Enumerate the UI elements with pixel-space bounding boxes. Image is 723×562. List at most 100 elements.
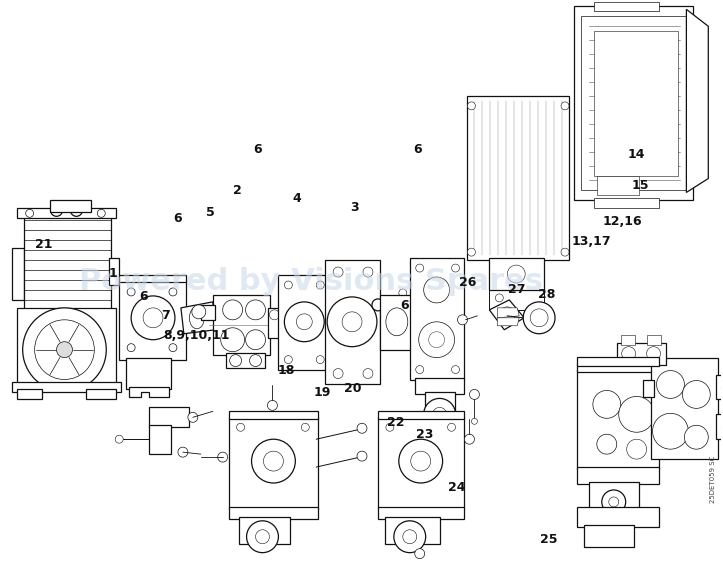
Text: 18: 18 bbox=[278, 364, 295, 377]
Circle shape bbox=[596, 434, 617, 454]
Circle shape bbox=[523, 302, 555, 334]
Circle shape bbox=[419, 322, 455, 357]
Circle shape bbox=[394, 521, 426, 552]
Circle shape bbox=[169, 288, 177, 296]
Circle shape bbox=[188, 413, 198, 422]
Polygon shape bbox=[181, 302, 215, 334]
Polygon shape bbox=[415, 378, 464, 395]
Polygon shape bbox=[577, 364, 659, 371]
Polygon shape bbox=[228, 411, 318, 419]
Polygon shape bbox=[643, 379, 654, 397]
Polygon shape bbox=[201, 305, 215, 320]
Circle shape bbox=[458, 315, 468, 325]
Polygon shape bbox=[468, 96, 569, 260]
Circle shape bbox=[26, 210, 34, 217]
Circle shape bbox=[247, 521, 278, 552]
Circle shape bbox=[316, 281, 324, 289]
Circle shape bbox=[316, 356, 324, 364]
Polygon shape bbox=[577, 467, 659, 484]
Polygon shape bbox=[651, 357, 718, 459]
Text: 6: 6 bbox=[140, 289, 147, 302]
Text: 14: 14 bbox=[628, 148, 645, 161]
Text: 5: 5 bbox=[206, 206, 215, 219]
Circle shape bbox=[284, 281, 292, 289]
Text: 25: 25 bbox=[540, 533, 557, 546]
Polygon shape bbox=[119, 280, 186, 360]
Circle shape bbox=[452, 264, 460, 272]
Polygon shape bbox=[17, 308, 116, 384]
Circle shape bbox=[530, 309, 548, 327]
Polygon shape bbox=[24, 215, 111, 310]
Polygon shape bbox=[325, 260, 380, 384]
Polygon shape bbox=[497, 318, 519, 326]
Circle shape bbox=[56, 342, 72, 357]
Polygon shape bbox=[489, 258, 544, 290]
Circle shape bbox=[284, 356, 292, 364]
Text: 13,17: 13,17 bbox=[572, 235, 612, 248]
Circle shape bbox=[223, 300, 243, 320]
Circle shape bbox=[333, 267, 343, 277]
Polygon shape bbox=[497, 308, 519, 318]
Text: 2: 2 bbox=[234, 184, 242, 197]
Circle shape bbox=[178, 447, 188, 457]
Circle shape bbox=[342, 312, 362, 332]
Circle shape bbox=[98, 210, 106, 217]
Text: 20: 20 bbox=[344, 382, 362, 396]
Circle shape bbox=[609, 497, 619, 507]
Text: 1: 1 bbox=[109, 267, 118, 280]
Circle shape bbox=[656, 370, 685, 398]
Circle shape bbox=[386, 423, 394, 431]
Polygon shape bbox=[385, 517, 440, 543]
Circle shape bbox=[685, 425, 709, 449]
Circle shape bbox=[127, 344, 135, 352]
Text: 8,9,10,11: 8,9,10,11 bbox=[163, 329, 229, 342]
Circle shape bbox=[561, 248, 569, 256]
Circle shape bbox=[296, 314, 312, 330]
Text: 22: 22 bbox=[388, 416, 405, 429]
Polygon shape bbox=[716, 414, 723, 439]
Text: 6: 6 bbox=[401, 298, 409, 311]
Circle shape bbox=[218, 452, 228, 462]
Text: 19: 19 bbox=[314, 386, 331, 400]
Circle shape bbox=[500, 307, 515, 323]
Polygon shape bbox=[226, 352, 265, 368]
Polygon shape bbox=[129, 387, 169, 397]
Polygon shape bbox=[12, 248, 24, 300]
Circle shape bbox=[192, 305, 206, 319]
Circle shape bbox=[468, 102, 476, 110]
Circle shape bbox=[399, 289, 407, 297]
Text: 21: 21 bbox=[35, 238, 52, 251]
Circle shape bbox=[593, 391, 621, 418]
Circle shape bbox=[429, 332, 445, 348]
Circle shape bbox=[246, 330, 265, 350]
Text: 6: 6 bbox=[253, 143, 262, 156]
Circle shape bbox=[656, 434, 665, 444]
Polygon shape bbox=[617, 343, 667, 365]
Polygon shape bbox=[581, 16, 686, 191]
Circle shape bbox=[415, 549, 424, 559]
Polygon shape bbox=[239, 517, 291, 543]
Polygon shape bbox=[577, 507, 659, 527]
Polygon shape bbox=[686, 10, 709, 192]
Text: 7: 7 bbox=[161, 309, 170, 322]
Circle shape bbox=[263, 451, 283, 471]
Circle shape bbox=[230, 355, 241, 366]
Polygon shape bbox=[378, 411, 464, 419]
Circle shape bbox=[35, 320, 94, 379]
Circle shape bbox=[416, 264, 424, 272]
Circle shape bbox=[432, 407, 447, 422]
Polygon shape bbox=[119, 275, 186, 282]
Circle shape bbox=[281, 315, 291, 325]
Circle shape bbox=[249, 355, 262, 366]
Circle shape bbox=[363, 369, 373, 379]
Circle shape bbox=[357, 451, 367, 461]
Text: 26: 26 bbox=[458, 276, 476, 289]
Polygon shape bbox=[213, 295, 270, 355]
Polygon shape bbox=[12, 383, 121, 392]
Polygon shape bbox=[577, 370, 659, 469]
Text: 4: 4 bbox=[292, 192, 301, 205]
Polygon shape bbox=[424, 392, 455, 419]
Polygon shape bbox=[378, 418, 464, 509]
Polygon shape bbox=[86, 389, 116, 400]
Polygon shape bbox=[594, 31, 678, 175]
